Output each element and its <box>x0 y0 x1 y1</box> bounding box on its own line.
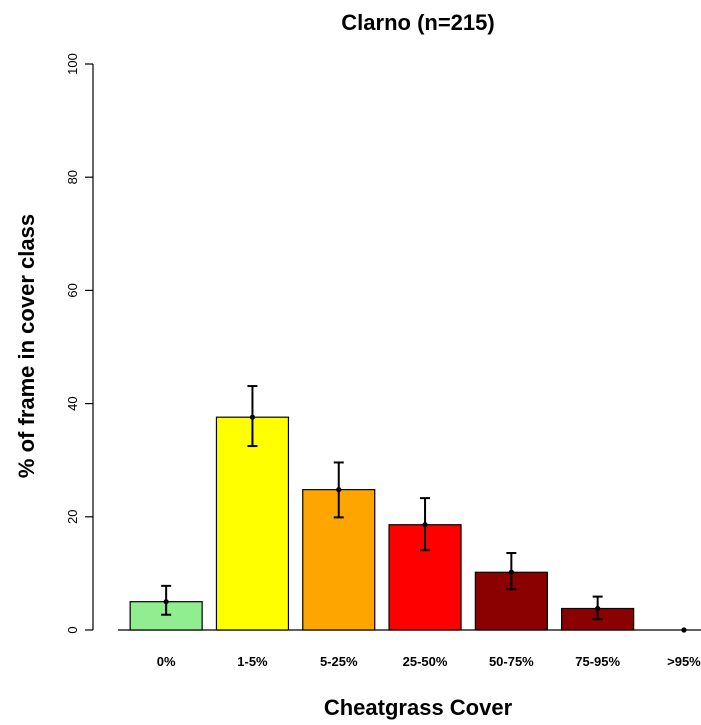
x-tick-label: 0% <box>157 654 176 669</box>
bars <box>129 416 635 631</box>
mean-point <box>336 487 342 493</box>
x-tick-label: 25-50% <box>403 654 448 669</box>
mean-point <box>681 627 687 633</box>
mean-point <box>249 414 256 420</box>
x-tick-label: >95% <box>667 654 701 669</box>
chart-title: Clarno (n=215) <box>341 10 494 35</box>
y-tick-label: 80 <box>65 170 80 184</box>
x-tick-label: 5-25% <box>320 654 358 669</box>
x-axis: 0% 1-5% 5-25% 25-50% 50-75% 75-95% >95% <box>118 629 701 669</box>
y-axis-label: % of frame in cover class <box>14 214 39 478</box>
mean-point <box>163 599 169 605</box>
y-axis: 0 20 40 60 80 100 <box>65 53 94 634</box>
x-tick-label: 50-75% <box>489 654 534 669</box>
error-bars <box>161 385 687 633</box>
mean-point <box>508 569 514 575</box>
x-tick-label: 75-95% <box>575 654 620 669</box>
x-axis-label: Cheatgrass Cover <box>324 695 513 720</box>
y-tick-label: 0 <box>65 626 80 633</box>
y-tick-label: 60 <box>65 283 80 297</box>
x-tick-label: 1-5% <box>237 654 268 669</box>
y-tick-label: 100 <box>65 53 80 75</box>
y-tick-label: 40 <box>65 396 80 410</box>
bar-1 <box>215 416 290 631</box>
mean-point <box>422 522 428 528</box>
y-tick-label: 20 <box>65 510 80 524</box>
mean-point <box>595 605 601 612</box>
bar-4 <box>474 571 548 631</box>
